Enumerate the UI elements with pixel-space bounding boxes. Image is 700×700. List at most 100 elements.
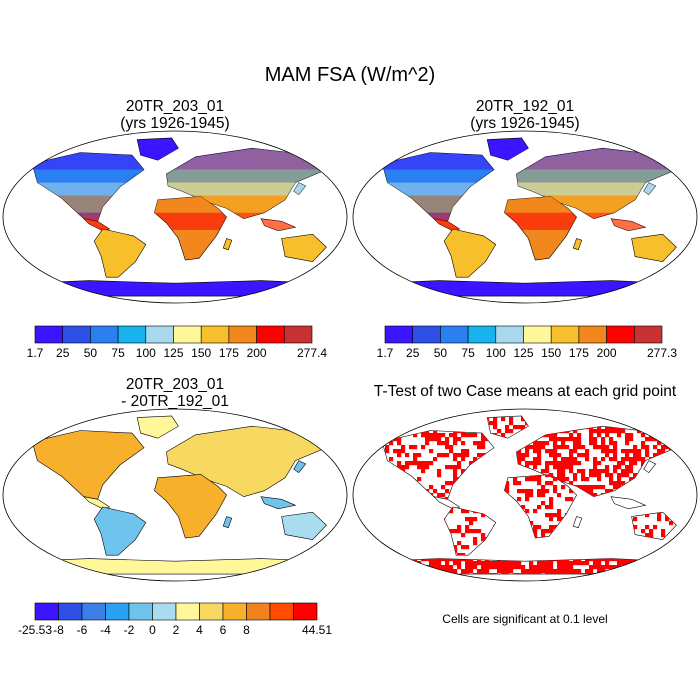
colorbar-swatch — [199, 602, 224, 621]
panel4-title: T-Test of two Case means at each grid po… — [350, 383, 700, 400]
map-outline — [352, 408, 698, 582]
colorbar-swatch — [105, 602, 130, 621]
colorbar-label: 25 — [406, 346, 420, 360]
colorbar-label: 175 — [219, 346, 239, 360]
continent-northAmerica — [31, 430, 145, 500]
colorbar-label: 50 — [84, 346, 98, 360]
colorbar-3: -25.53 -8 -6 -4 -2 0 2 4 6 8 44.51 — [18, 602, 332, 637]
colorbar-label: 175 — [569, 346, 589, 360]
colorbar-label: 125 — [163, 346, 183, 360]
continent-antarctica — [355, 280, 695, 297]
colorbar-label: 2 — [173, 623, 180, 637]
colorbar-label: 150 — [191, 346, 211, 360]
colorbar-swatch — [256, 325, 285, 344]
continent-japan — [643, 460, 657, 474]
colorbar-label: 1.7 — [27, 346, 44, 360]
map-outline — [352, 130, 698, 304]
colorbar-swatch — [495, 325, 524, 344]
continent-antarctica — [5, 280, 345, 297]
colorbar-swatch — [228, 325, 257, 344]
colorbar-swatch — [145, 325, 174, 344]
panel1-title-line1: 20TR_203_01 — [125, 98, 225, 115]
colorbar-swatch — [412, 325, 441, 344]
panel3-title: 20TR_203_01 - 20TR_192_01 — [75, 376, 275, 410]
colorbar-swatch — [222, 602, 247, 621]
colorbar-label: 50 — [434, 346, 448, 360]
colorbar-1: 1.7 25 50 75 100 125 150 175 200 277.4 — [27, 325, 327, 360]
continent-madagascar — [572, 238, 583, 251]
land-fill — [355, 415, 695, 575]
continent-greenland — [136, 415, 179, 439]
continent-seAsia — [260, 496, 297, 510]
colorbar-swatch — [117, 325, 147, 344]
colorbar-swatch — [293, 602, 318, 621]
colorbar-swatch — [384, 325, 414, 344]
colorbar-swatch — [633, 325, 663, 344]
continent-madagascar — [222, 516, 233, 529]
significance-note: Cells are significant at 0.1 level — [442, 612, 608, 626]
map-panel-2 — [352, 130, 698, 304]
colorbar-swatch — [34, 325, 64, 344]
colorbar-swatch — [62, 325, 91, 344]
colorbar-label: 25 — [56, 346, 70, 360]
colorbar-swatch — [90, 325, 119, 344]
map-outline — [2, 408, 348, 582]
colorbar-label: 100 — [136, 346, 156, 360]
continent-australia — [281, 233, 327, 263]
colorbar-swatch — [152, 602, 177, 621]
colorbar-label: -6 — [77, 623, 88, 637]
panel3-title-line2: - 20TR_192_01 — [121, 393, 229, 410]
colorbar-swatch — [523, 325, 552, 344]
continent-southAmerica — [93, 228, 147, 278]
colorbar-2: 1.7 25 50 75 100 125 150 175 200 277.3 — [377, 325, 677, 360]
panel3-title-line1: 20TR_203_01 — [125, 376, 225, 393]
colorbar-swatch — [246, 602, 271, 621]
map-panel-4 — [352, 408, 698, 582]
colorbar-label: 277.3 — [647, 346, 677, 360]
continent-australia — [631, 233, 677, 263]
colorbar-label: 277.4 — [297, 346, 327, 360]
continent-madagascar — [572, 516, 583, 529]
colorbar-swatch — [173, 325, 202, 344]
continent-antarctica — [5, 558, 345, 575]
panel4-title-line1: T-Test of two Case means at each grid po… — [373, 383, 677, 400]
colorbar-label: 125 — [513, 346, 533, 360]
map-panel-3 — [2, 408, 348, 582]
colorbar-swatch — [58, 602, 83, 621]
map-outline — [2, 130, 348, 304]
colorbar-swatch — [578, 325, 607, 344]
continent-africa — [154, 474, 227, 539]
colorbar-label: 75 — [111, 346, 125, 360]
colorbar-label: 1.7 — [377, 346, 394, 360]
colorbar-label: 100 — [486, 346, 506, 360]
colorbar-label: -2 — [124, 623, 135, 637]
colorbar-swatch — [550, 325, 580, 344]
colorbar-label: 6 — [220, 623, 227, 637]
continent-australia — [281, 511, 327, 541]
panel1-title-line2: (yrs 1926-1945) — [120, 115, 230, 132]
main-title: MAM FSA (W/m^2) — [264, 64, 436, 86]
colorbar-label: -25.53 — [18, 623, 52, 637]
colorbar-swatch — [283, 325, 313, 344]
colorbar-swatch — [606, 325, 635, 344]
panel2-title-line1: 20TR_192_01 — [475, 98, 575, 115]
colorbar-swatch — [440, 325, 469, 344]
land-fill — [5, 137, 345, 297]
colorbar-swatch — [269, 602, 294, 621]
colorbar-swatch — [467, 325, 497, 344]
colorbar-label: 200 — [247, 346, 267, 360]
panel1-title: 20TR_203_01 (yrs 1926-1945) — [75, 98, 275, 132]
colorbar-label: 75 — [461, 346, 475, 360]
colorbar-label: 200 — [597, 346, 617, 360]
panel2-title-line2: (yrs 1926-1945) — [470, 115, 580, 132]
panel2-title: 20TR_192_01 (yrs 1926-1945) — [425, 98, 625, 132]
map-panel-1 — [2, 130, 348, 304]
continent-southAmerica — [443, 228, 497, 278]
colorbar-label: 8 — [243, 623, 250, 637]
colorbar-label: 44.51 — [302, 623, 332, 637]
colorbar-label: -8 — [53, 623, 64, 637]
colorbar-swatch — [34, 602, 59, 621]
colorbar-swatch — [175, 602, 200, 621]
continent-seAsia — [610, 496, 647, 510]
